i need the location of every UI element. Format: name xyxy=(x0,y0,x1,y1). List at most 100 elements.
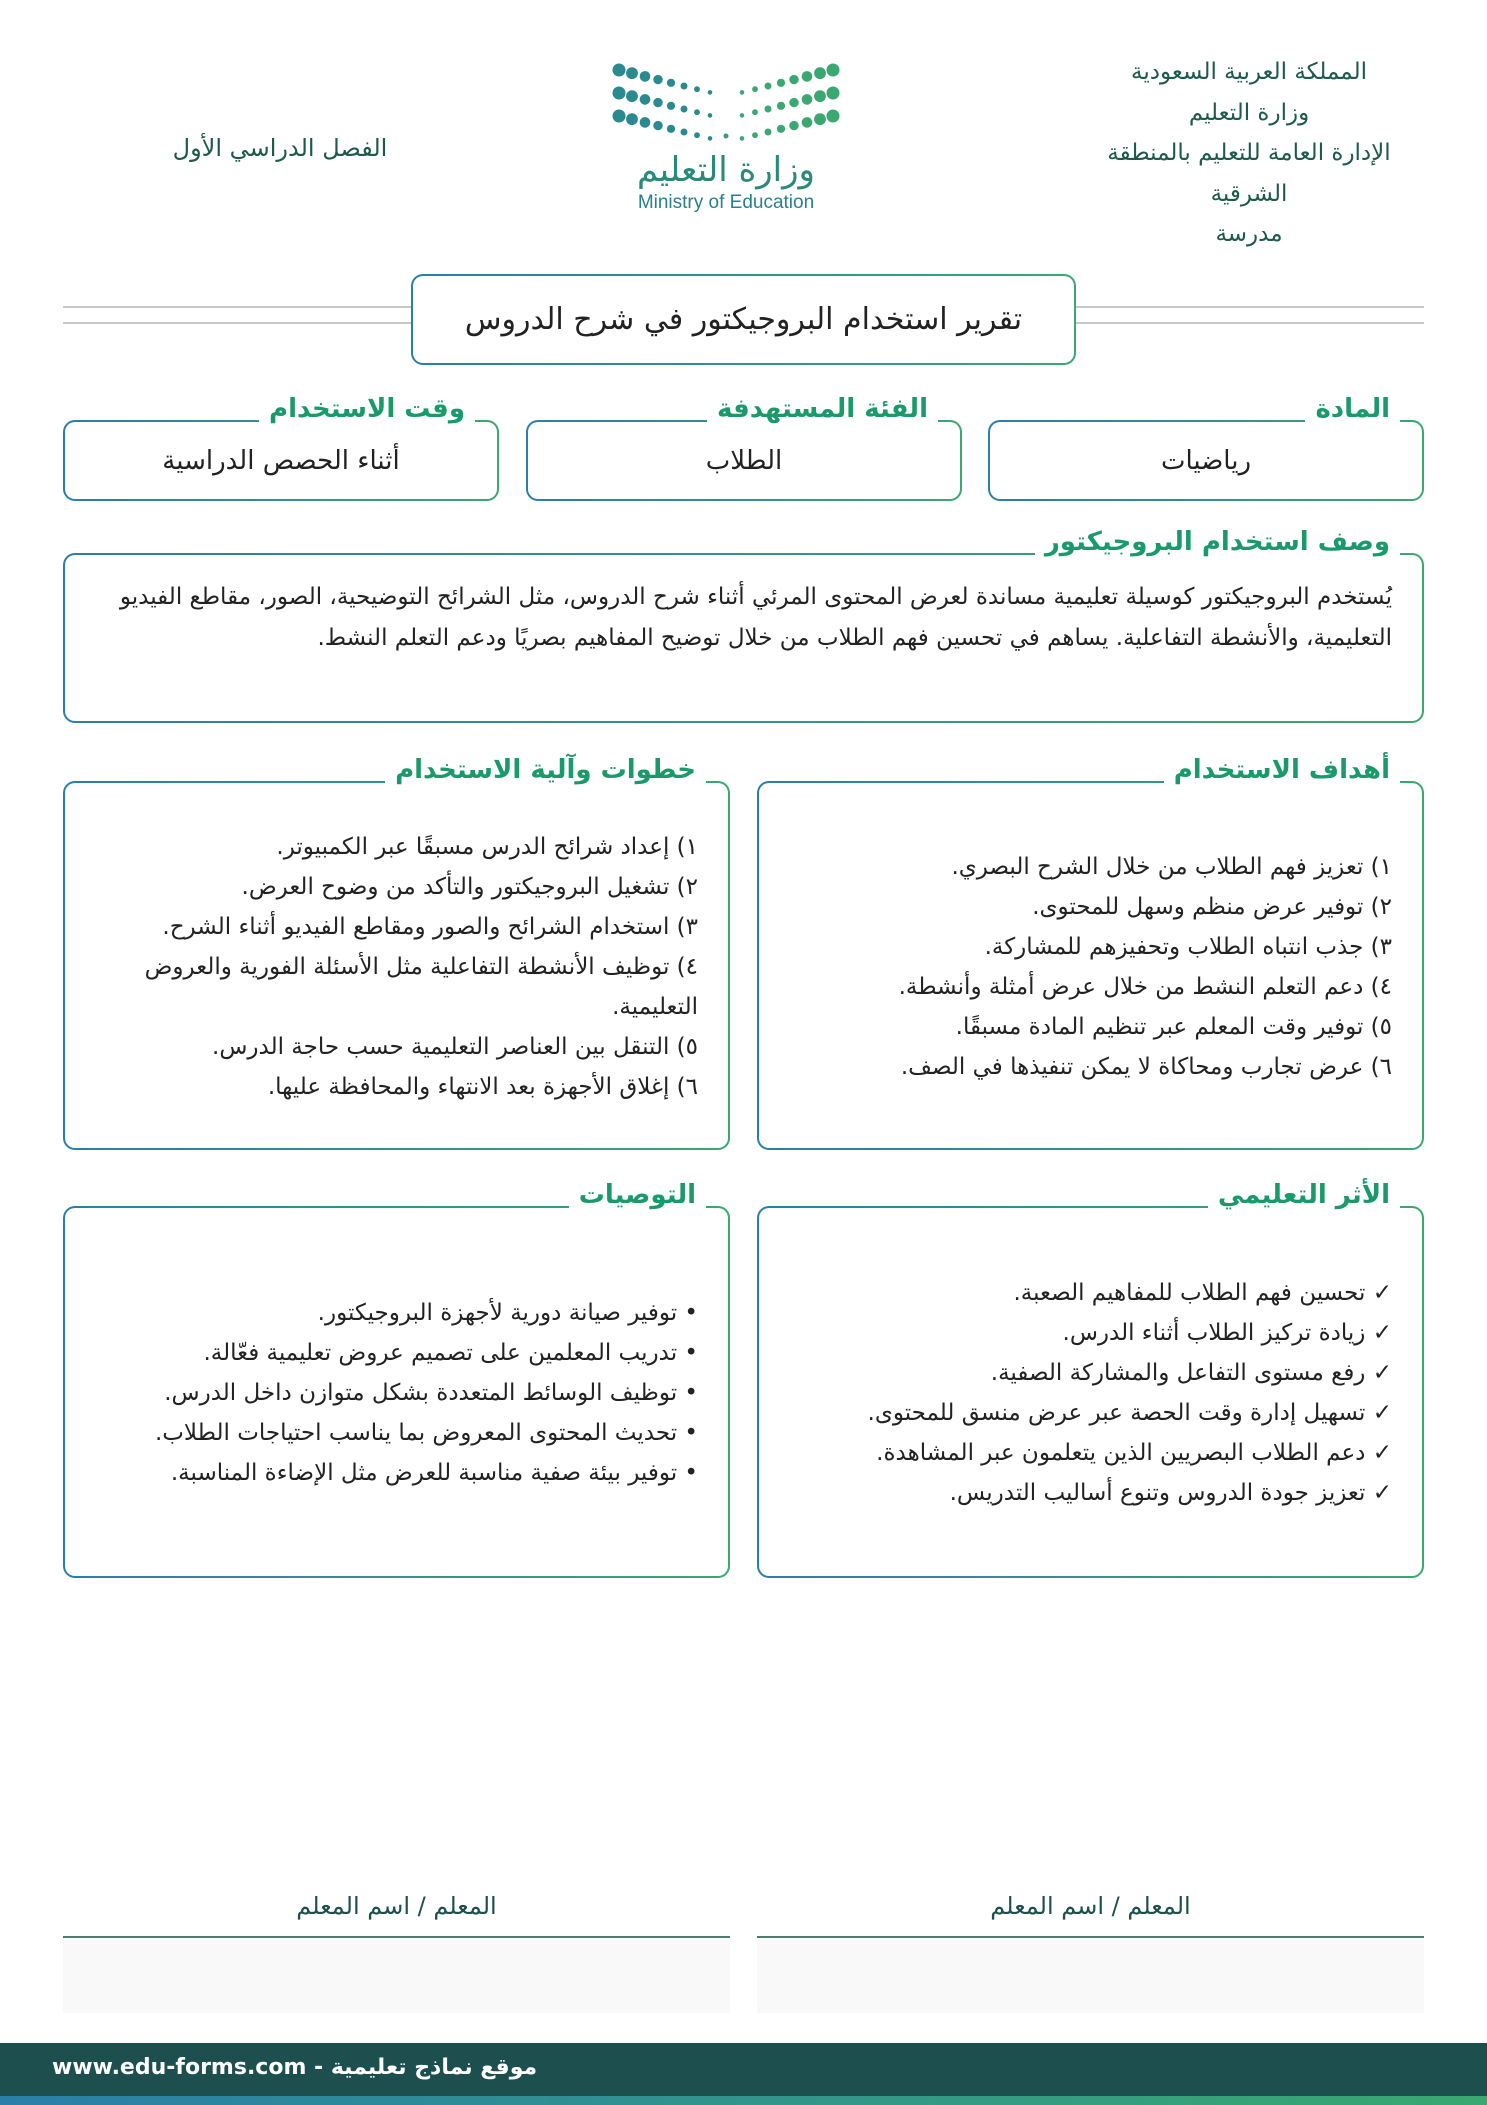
logo-dot xyxy=(739,113,745,118)
header-line: وزارة التعليم xyxy=(1188,99,1310,126)
list-item: ٢) توفير عرض منظم وسهل للمحتوى. xyxy=(1032,893,1392,920)
list-item: ٤) توظيف الأنشطة التفاعلية مثل الأسئلة ا… xyxy=(144,953,698,1020)
ministry-logo: وزارة التعليم Ministry of Education xyxy=(600,62,852,214)
logo-dot xyxy=(752,86,758,93)
logo-dot xyxy=(814,90,826,103)
logo-dot xyxy=(801,94,813,105)
list-item: ٥) التنقل بين العناصر التعليمية حسب حاجة… xyxy=(212,1033,698,1060)
signature-line xyxy=(63,1936,730,1938)
list-item: ١) تعزيز فهم الطلاب من خلال الشرح البصري… xyxy=(951,853,1392,880)
logo-dot xyxy=(653,120,663,131)
list-item: ✓ تسهيل إدارة وقت الحصة عبر عرض منسق للم… xyxy=(867,1400,1392,1426)
logo-dot xyxy=(776,101,786,110)
logo-dot xyxy=(612,109,626,123)
header-line: الشرقية xyxy=(1210,180,1288,207)
logo-dot xyxy=(826,86,840,100)
logo-dot xyxy=(826,63,840,77)
logo-dot xyxy=(764,128,772,136)
logo-dot xyxy=(764,105,772,113)
list-item: ٥) توفير وقت المعلم عبر تنظيم المادة مسب… xyxy=(955,1013,1392,1040)
description-box: وصف استخدام البروجيكتور يُستخدم البروجيك… xyxy=(63,525,1424,723)
logo-dot xyxy=(612,86,626,100)
logo-dot xyxy=(666,78,676,87)
list-item: ✓ تعزيز جودة الدروس وتنوع أساليب التدريس… xyxy=(949,1480,1392,1506)
recommendations-list: • توفير صيانة دورية لأجهزة البروجيكتور. … xyxy=(155,1293,698,1493)
field-subject[interactable]: المادة رياضيات xyxy=(988,392,1424,501)
logo-dot xyxy=(814,113,826,126)
logo-dot xyxy=(826,109,840,123)
field-label: وقت الاستخدام xyxy=(259,392,475,426)
list-item: ✓ تحسين فهم الطلاب للمفاهيم الصعبة. xyxy=(1013,1280,1392,1306)
logo-dot xyxy=(639,71,651,82)
logo-dot xyxy=(752,109,758,116)
recommendations-label: التوصيات xyxy=(568,1178,706,1212)
goals-list: ١) تعزيز فهم الطلاب من خلال الشرح البصري… xyxy=(899,847,1392,1087)
logo-dot xyxy=(814,67,826,80)
signature-area[interactable] xyxy=(63,1940,730,2013)
logo-dot xyxy=(764,82,772,90)
description-text: يُستخدم البروجيكتور كوسيلة تعليمية مساند… xyxy=(119,584,1392,651)
logo-dot xyxy=(639,117,651,128)
logo-dot xyxy=(801,71,813,82)
field-usage-time[interactable]: وقت الاستخدام أثناء الحصص الدراسية xyxy=(63,392,499,501)
list-item: ٣) جذب انتباه الطلاب وتحفيزهم للمشاركة. xyxy=(984,933,1392,960)
logo-dot xyxy=(680,128,688,136)
field-label: المادة xyxy=(1305,392,1400,426)
impact-list: ✓ تحسين فهم الطلاب للمفاهيم الصعبة. ✓ زي… xyxy=(868,1273,1392,1513)
signature-label: المعلم / اسم المعلم xyxy=(990,1892,1191,1920)
field-value: رياضيات xyxy=(1160,445,1252,476)
list-item: ✓ زيادة تركيز الطلاب أثناء الدرس. xyxy=(1062,1320,1392,1346)
logo-dot xyxy=(789,74,799,85)
logo-dot xyxy=(666,101,676,110)
footer-text[interactable]: موقع نماذج تعليمية - www.edu-forms.com xyxy=(52,2055,538,2080)
list-item: ٢) تشغيل البروجيكتور والتأكد من وضوح الع… xyxy=(241,873,698,900)
goals-box: أهداف الاستخدام ١) تعزيز فهم الطلاب من خ… xyxy=(757,753,1424,1150)
logo-dot xyxy=(639,94,651,105)
list-item: ٤) دعم التعلم النشط من خلال عرض أمثلة وأ… xyxy=(898,973,1392,1000)
logo-dot xyxy=(694,109,700,116)
recommendations-box: التوصيات • توفير صيانة دورية لأجهزة البر… xyxy=(63,1178,730,1578)
logo-dot xyxy=(680,82,688,90)
field-value: الطلاب xyxy=(705,445,783,476)
list-item: • توظيف الوسائط المتعددة بشكل متوازن داخ… xyxy=(164,1380,698,1406)
list-item: • توفير صيانة دورية لأجهزة البروجيكتور. xyxy=(317,1300,698,1326)
logo-dot xyxy=(707,113,713,118)
header-line: المملكة العربية السعودية xyxy=(1131,59,1367,85)
list-item: ٦) عرض تجارب ومحاكاة لا يمكن تنفيذها في … xyxy=(900,1053,1392,1080)
logo-dot xyxy=(776,78,786,87)
logo-dot xyxy=(626,90,638,103)
semester: الفصل الدراسي الأول xyxy=(172,134,388,162)
logo-dot xyxy=(707,90,713,95)
signature-area[interactable] xyxy=(757,1940,1424,2013)
logo-dot xyxy=(626,67,638,80)
logo-dot xyxy=(694,132,700,139)
logo-dot xyxy=(723,133,729,139)
list-item: ✓ دعم الطلاب البصريين الذين يتعلمون عبر … xyxy=(876,1440,1392,1466)
logo-dot xyxy=(739,136,745,141)
steps-box: خطوات وآلية الاستخدام ١) إعداد شرائح الد… xyxy=(63,753,730,1150)
impact-label: الأثر التعليمي xyxy=(1207,1178,1400,1212)
signature-line xyxy=(757,1936,1424,1938)
logo-arabic: وزارة التعليم xyxy=(637,150,815,190)
field-value: أثناء الحصص الدراسية xyxy=(162,445,400,476)
field-label: الفئة المستهدفة xyxy=(707,392,938,426)
footer-strip xyxy=(0,2096,1487,2105)
logo-dot xyxy=(626,113,638,126)
logo-dot xyxy=(776,124,786,133)
steps-list: ١) إعداد شرائح الدرس مسبقًا عبر الكمبيوت… xyxy=(95,827,698,1107)
list-item: • توفير بيئة صفية مناسبة للعرض مثل الإضا… xyxy=(170,1460,698,1486)
footer-bar xyxy=(0,2043,1487,2105)
field-target-group[interactable]: الفئة المستهدفة الطلاب xyxy=(526,392,962,501)
logo-dot xyxy=(801,117,813,128)
list-item: ١) إعداد شرائح الدرس مسبقًا عبر الكمبيوت… xyxy=(276,833,698,860)
logo-dot xyxy=(707,136,713,141)
logo-dots-icon xyxy=(612,63,840,141)
header-line: مدرسة xyxy=(1215,221,1283,247)
list-item: • تدريب المعلمين على تصميم عروض تعليمية … xyxy=(203,1340,698,1366)
logo-english: Ministry of Education xyxy=(637,192,815,213)
list-item: ✓ رفع مستوى التفاعل والمشاركة الصفية. xyxy=(990,1360,1392,1386)
page-title: تقرير استخدام البروجيكتور في شرح الدروس xyxy=(411,274,1076,365)
logo-dot xyxy=(739,90,745,95)
logo-dot xyxy=(612,63,626,77)
logo-dot xyxy=(680,105,688,113)
